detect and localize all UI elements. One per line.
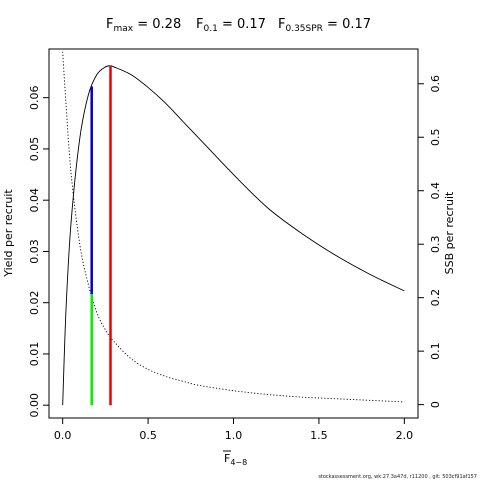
y2-axis-label: SSB per recruit: [443, 191, 456, 274]
y-axis-label: Yield per recruit: [2, 189, 15, 278]
y2-tick-label: 0.2: [429, 289, 442, 307]
yield-per-recruit-line: [62, 65, 405, 406]
y2-tick-label: 0.3: [429, 235, 442, 253]
x-axis-label: F4−8: [224, 452, 247, 467]
plot-frame: [48, 48, 419, 419]
y-tick-label: 0.04: [28, 188, 41, 213]
x-tick-label: 0.5: [139, 429, 157, 442]
y2-tick-label: 0.6: [429, 75, 442, 93]
y2-tick-label: 0: [429, 401, 442, 408]
y-axis-right: 0 0.1 0.2 0.3 0.4 0.5 0.6: [418, 75, 442, 408]
y-tick-label: 0.00: [28, 393, 41, 418]
x-tick-label: 1.0: [225, 429, 243, 442]
y2-tick-label: 0.1: [429, 342, 442, 360]
y-axis-left: 0.00 0.01 0.02 0.03 0.04 0.05 0.06: [28, 85, 49, 417]
y-tick-label: 0.01: [28, 342, 41, 367]
y-tick-label: 0.06: [28, 85, 41, 110]
y2-tick-label: 0.4: [429, 182, 442, 200]
title-fmax: Fmax = 0.28: [106, 17, 181, 34]
y-tick-label: 0.03: [28, 239, 41, 264]
x-tick-label: 1.5: [310, 429, 328, 442]
title-f01: F0.1 = 0.17: [196, 17, 266, 34]
reference-lines: [90, 65, 112, 406]
footer-text: stockassessment.org, wk:27.3a47d, r11200…: [318, 474, 477, 480]
series-group: [62, 51, 405, 406]
y-tick-label: 0.05: [28, 137, 41, 162]
title-fspr: F0.35SPR = 0.17: [278, 17, 371, 34]
x-tick-label: 0.0: [54, 429, 72, 442]
y2-tick-label: 0.5: [429, 128, 442, 146]
ssb-per-recruit-line: [62, 51, 405, 403]
y-tick-label: 0.02: [28, 290, 41, 315]
x-axis: 0.0 0.5 1.0 1.5 2.0: [54, 418, 413, 442]
chart-title: Fmax = 0.28 F0.1 = 0.17 F0.35SPR = 0.17: [106, 17, 371, 34]
x-tick-label: 2.0: [396, 429, 414, 442]
